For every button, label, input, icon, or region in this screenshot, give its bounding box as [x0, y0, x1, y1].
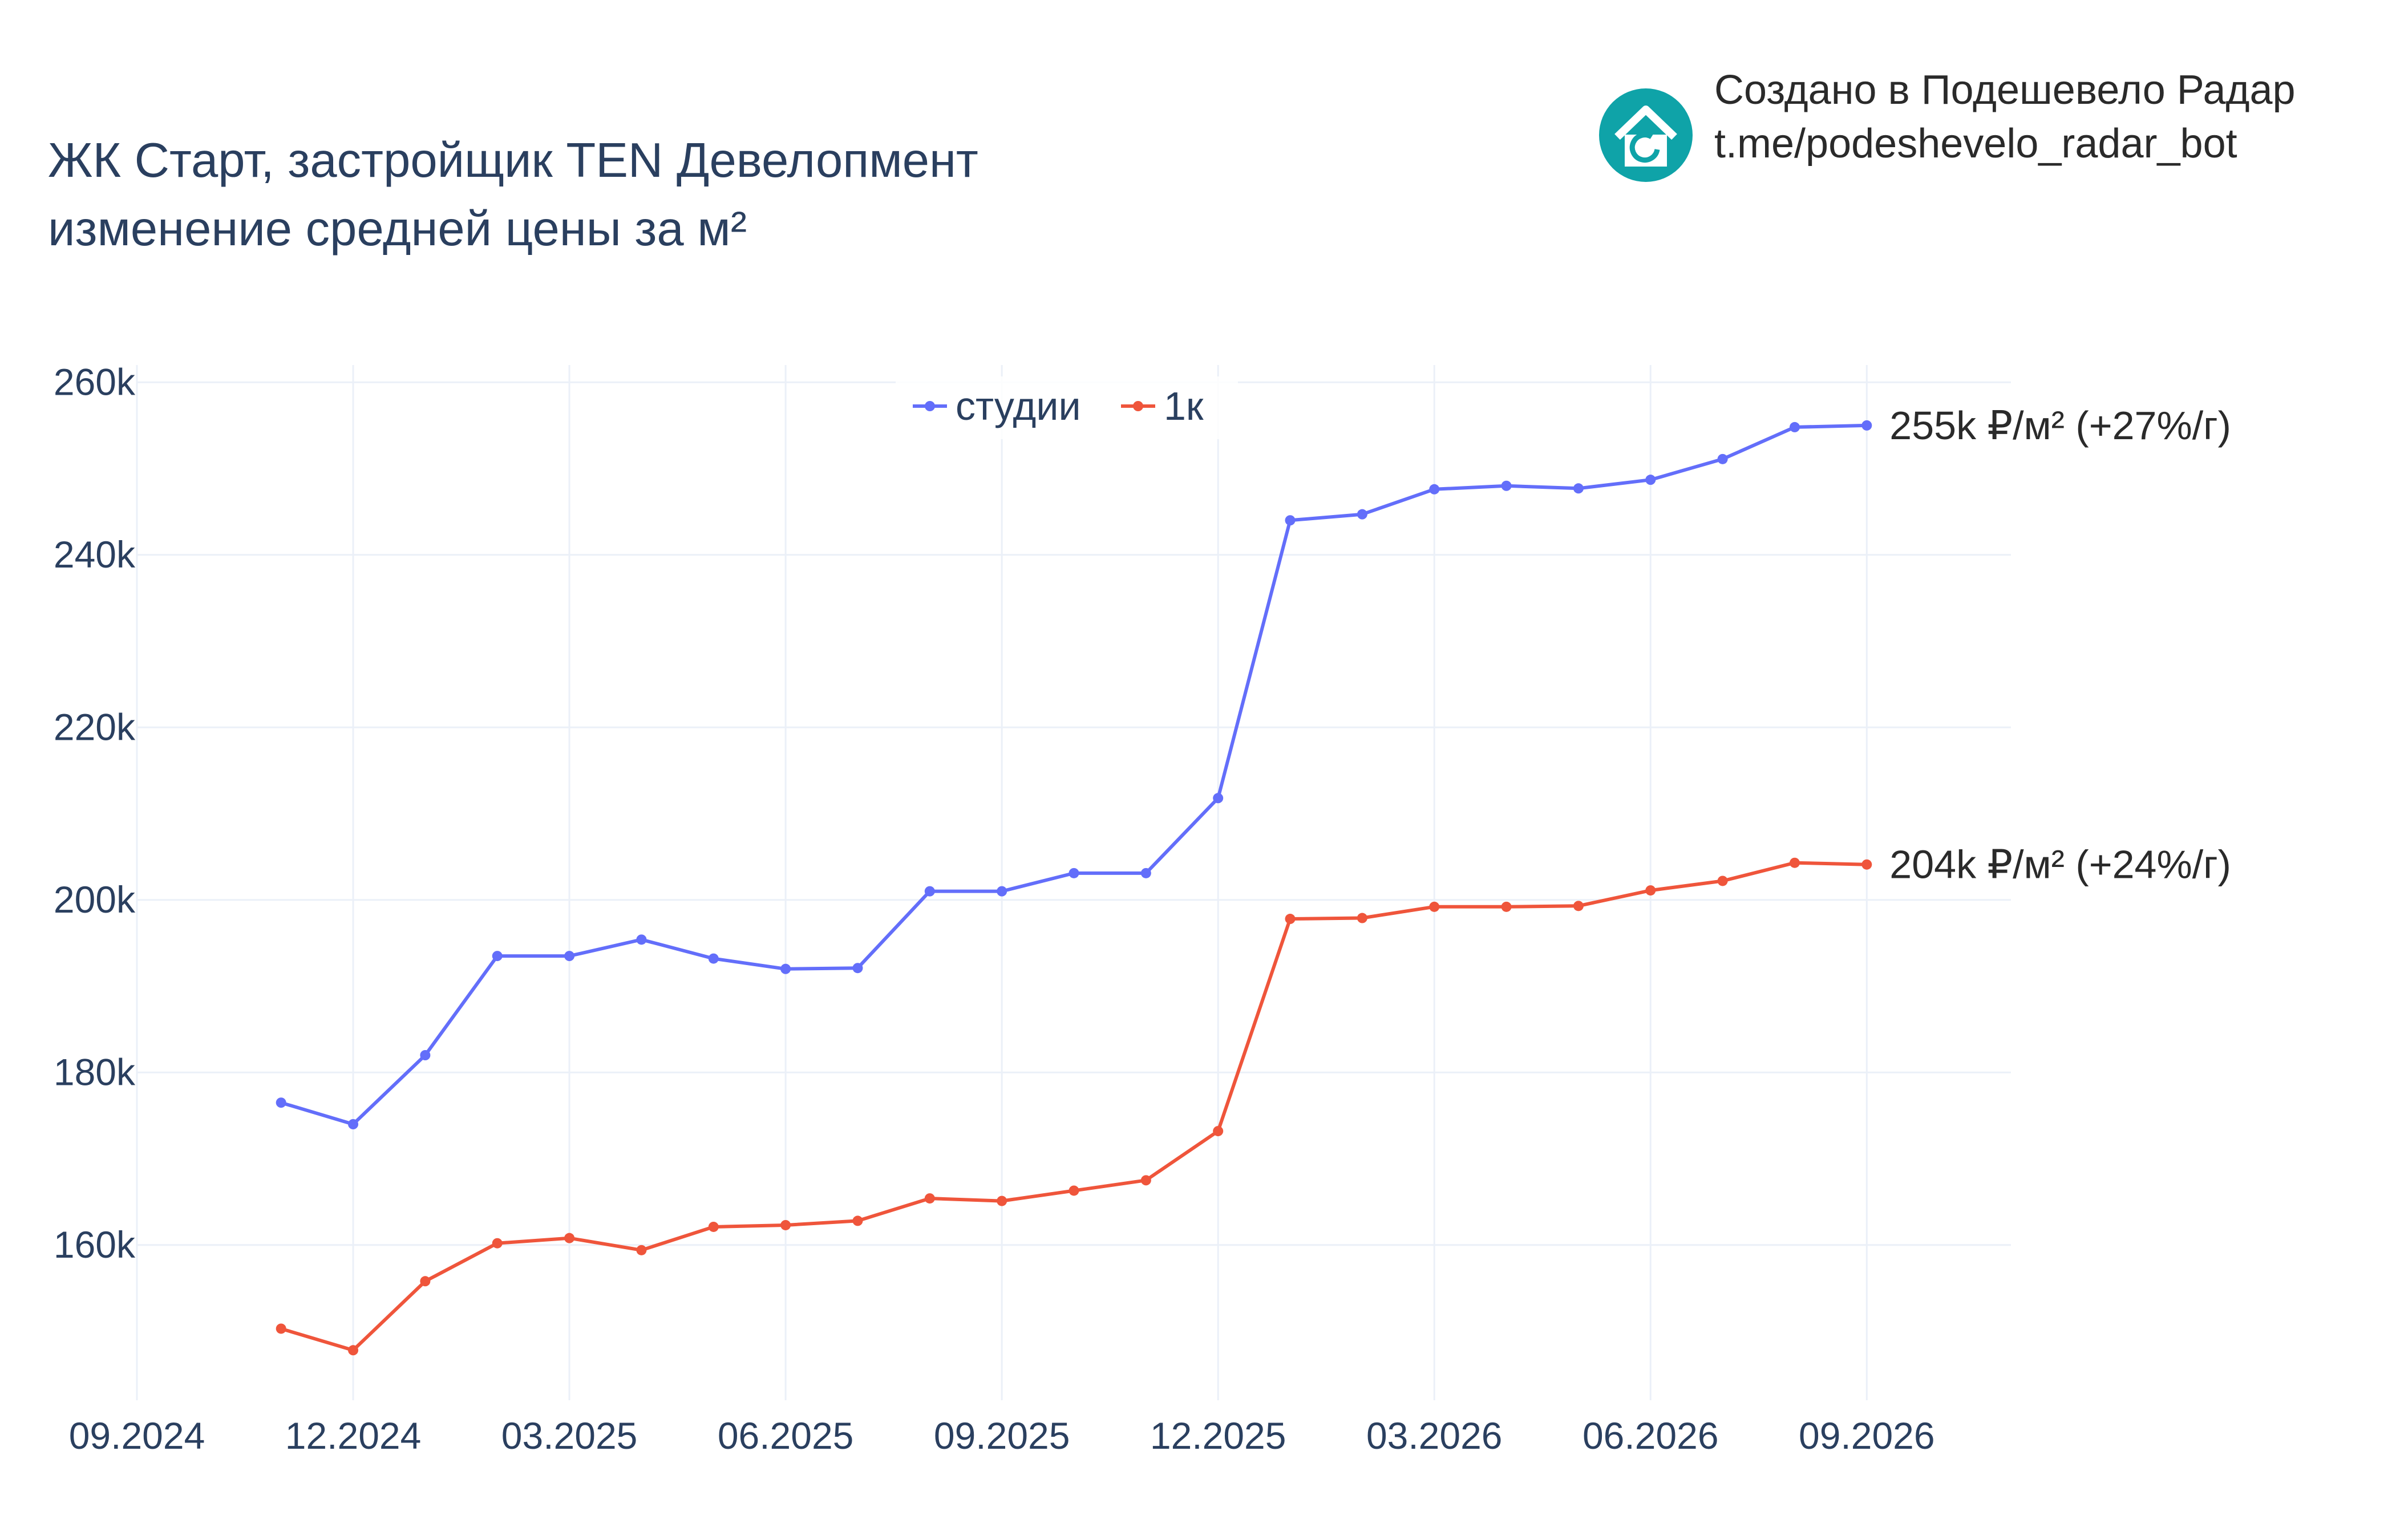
x-tick-label: 06.2026: [1583, 1415, 1719, 1457]
data-point: [1789, 857, 1800, 868]
data-point: [1429, 901, 1440, 912]
legend-label-0: студии: [956, 384, 1081, 428]
data-point: [1789, 422, 1800, 432]
data-point: [348, 1119, 359, 1129]
legend-label-1: 1к: [1164, 384, 1204, 428]
data-point: [564, 951, 575, 962]
x-tick-label: 12.2025: [1150, 1415, 1286, 1457]
series-lines: [276, 420, 1872, 1356]
data-point: [564, 1233, 575, 1243]
credit-line2: t.me/podeshevelo_radar_bot: [1714, 121, 2237, 167]
legend-background: [896, 376, 1238, 439]
x-tick-label: 03.2025: [501, 1415, 638, 1457]
data-point: [1645, 475, 1656, 485]
data-point: [1213, 1126, 1224, 1137]
y-tick-label: 260k: [54, 360, 136, 403]
data-point: [1069, 1185, 1079, 1196]
data-point: [420, 1050, 431, 1060]
data-point: [1573, 901, 1584, 911]
data-point: [708, 1221, 719, 1232]
y-tick-label: 160k: [54, 1223, 136, 1266]
data-point: [780, 963, 791, 974]
x-tick-label: 12.2024: [285, 1415, 422, 1457]
data-point: [1861, 859, 1872, 870]
x-axis-ticks: 09.2024 12.2024 03.2025 06.2025 09.2025 12.20…: [69, 1415, 1935, 1457]
series-line-1: [280, 861, 1867, 1352]
data-point: [1213, 793, 1224, 804]
data-point: [852, 1215, 863, 1226]
data-point: [1357, 913, 1367, 923]
y-tick-label: 200k: [54, 878, 136, 921]
x-tick-label: 09.2025: [934, 1415, 1070, 1457]
end-label-0: 255k ₽/м² (+27%/г): [1889, 403, 2231, 448]
data-point: [852, 963, 863, 974]
data-point: [708, 953, 719, 964]
data-point: [1861, 420, 1872, 431]
end-label-1: 204k ₽/м² (+24%/г): [1889, 842, 2231, 887]
legend: студии 1к: [896, 376, 1238, 439]
data-point: [492, 951, 503, 962]
x-tick-label: 09.2026: [1799, 1415, 1935, 1457]
y-axis-ticks: 160k 180k 200k 220k 240k 260k: [54, 360, 136, 1266]
y-tick-label: 220k: [54, 706, 136, 748]
data-point: [1501, 480, 1512, 491]
legend-swatch-marker: [1133, 401, 1143, 411]
data-point: [1285, 914, 1296, 925]
data-point: [1285, 515, 1296, 526]
data-point: [492, 1238, 503, 1249]
data-point: [924, 1193, 935, 1204]
data-point: [1069, 868, 1079, 878]
data-point: [924, 886, 935, 897]
house-refresh-icon-roof: [1614, 106, 1677, 140]
grid-lines: [136, 365, 2011, 1400]
data-point: [636, 934, 647, 945]
data-point: [276, 1097, 286, 1108]
data-point: [636, 1245, 647, 1255]
x-tick-label: 09.2024: [69, 1415, 205, 1457]
house-refresh-icon-arrow: [1629, 132, 1660, 163]
data-point: [1357, 509, 1367, 520]
data-point: [1645, 885, 1656, 896]
house-refresh-icon: [1599, 88, 1693, 182]
series-line-0: [280, 423, 1867, 1126]
x-tick-label: 03.2026: [1366, 1415, 1503, 1457]
legend-swatch-marker: [925, 401, 935, 411]
data-point: [348, 1345, 359, 1356]
data-point: [1140, 1175, 1151, 1186]
chart-title-line1: ЖК Старт, застройщик TEN Девелопмент: [48, 133, 978, 188]
data-point: [780, 1219, 791, 1230]
x-tick-label: 06.2025: [718, 1415, 854, 1457]
data-point: [1717, 453, 1728, 464]
data-point: [997, 1195, 1007, 1206]
data-point: [997, 886, 1007, 897]
data-point: [276, 1323, 286, 1334]
data-point: [1501, 901, 1512, 912]
data-point: [1573, 483, 1584, 494]
data-point: [1140, 868, 1151, 878]
data-point: [420, 1276, 431, 1287]
data-point: [1717, 876, 1728, 886]
credit-line1: Создано в Подешевело Радар: [1714, 67, 2296, 113]
end-labels: 255k ₽/м² (+27%/г) 204k ₽/м² (+24%/г): [1889, 403, 2231, 887]
y-tick-label: 180k: [54, 1051, 136, 1093]
y-tick-label: 240k: [54, 533, 136, 576]
data-point: [1429, 484, 1440, 495]
chart-title-line2: изменение средней цены за м²: [48, 202, 747, 256]
